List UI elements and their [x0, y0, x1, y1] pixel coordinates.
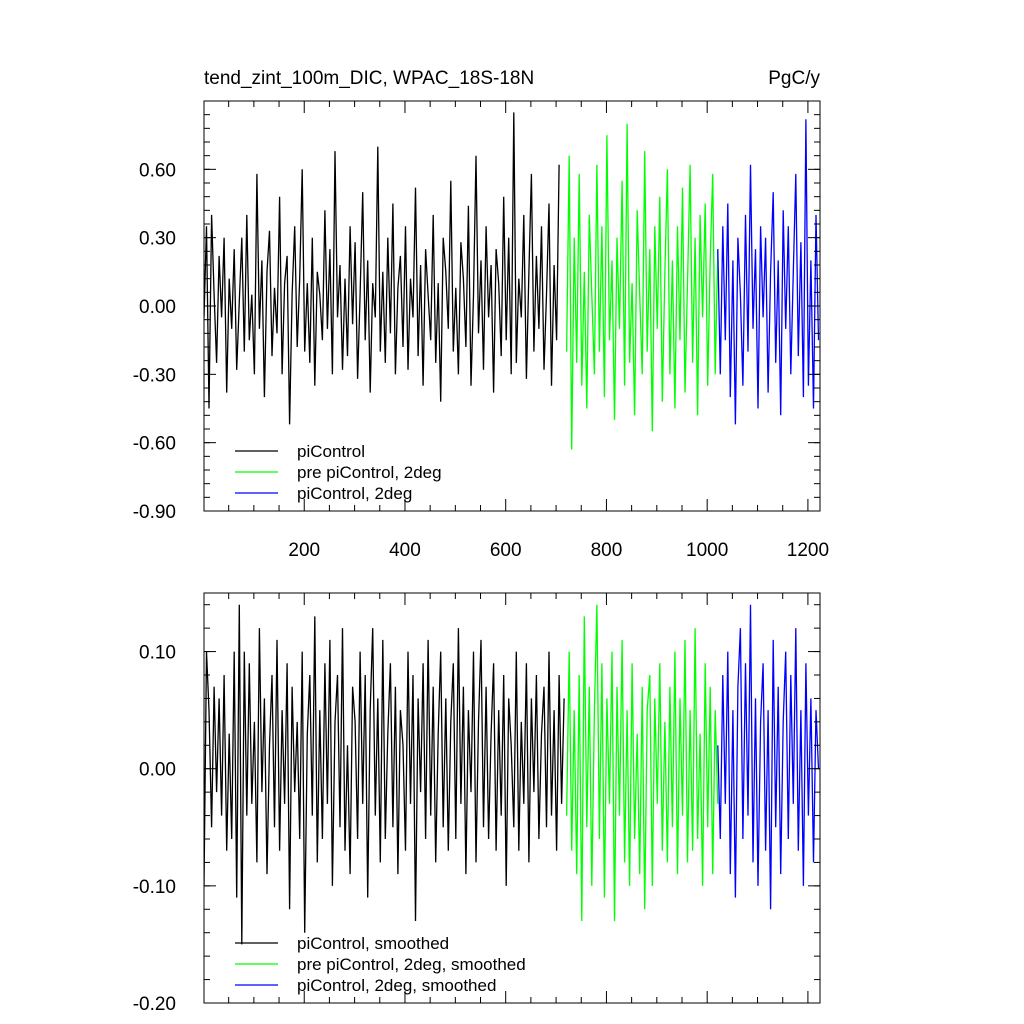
- legend-label-3: piControl, 2deg, smoothed: [297, 976, 496, 995]
- x-tick-label: 1200: [787, 540, 829, 561]
- bottom-plot-area: [204, 604, 820, 945]
- plot-frame: [203, 592, 821, 1004]
- top-legend: piControl pre piControl, 2deg piControl, 2…: [235, 442, 442, 503]
- legend-label-3: piControl, 2deg: [297, 484, 412, 503]
- series-line-2: [565, 604, 719, 922]
- y-tick-label: 0.00: [139, 760, 176, 781]
- y-tick-label: -0.60: [133, 434, 176, 455]
- y-tick-label: 0.00: [139, 297, 176, 318]
- series-line-2: [565, 123, 719, 450]
- x-tick-label: 800: [591, 540, 623, 561]
- top-panel-title: tend_zint_100m_DIC, WPAC_18S-18N: [204, 68, 534, 89]
- top-panel-units: PgC/y: [768, 68, 820, 89]
- x-tick-label: 1000: [686, 540, 728, 561]
- series-line-1: [204, 604, 565, 945]
- y-tick-label: -0.10: [133, 877, 176, 898]
- y-tick-label: 0.30: [139, 229, 176, 250]
- top-plot-area: [204, 112, 820, 450]
- series-line-3: [717, 604, 820, 910]
- bottom-panel: -0.20 -0.10 0.00 0.10 piControl, smoothed pr…: [133, 592, 821, 1015]
- y-tick-label: 0.60: [139, 160, 176, 181]
- y-tick-label: -0.20: [133, 994, 176, 1015]
- y-tick-label: -0.30: [133, 365, 176, 386]
- x-tick-label: 600: [490, 540, 522, 561]
- y-tick-label: -0.90: [133, 502, 176, 523]
- y-tick-label: 0.10: [139, 643, 176, 664]
- legend-label-1: piControl: [297, 442, 365, 461]
- bottom-legend: piControl, smoothed pre piControl, 2deg, …: [235, 934, 526, 995]
- bottom-axes: -0.20 -0.10 0.00 0.10: [133, 592, 821, 1015]
- series-line-3: [717, 119, 820, 425]
- legend-label-2: pre piControl, 2deg, smoothed: [297, 955, 526, 974]
- legend-label-1: piControl, smoothed: [297, 934, 449, 953]
- legend-label-2: pre piControl, 2deg: [297, 463, 442, 482]
- series-line-1: [204, 112, 560, 425]
- top-panel: tend_zint_100m_DIC, WPAC_18S-18N PgC/y -…: [133, 68, 829, 561]
- x-tick-label: 400: [389, 540, 421, 561]
- x-tick-label: 200: [288, 540, 320, 561]
- top-axes: -0.90 -0.60 -0.30 0.00 0.30 0.60 200 400 600 800 1…: [133, 100, 829, 561]
